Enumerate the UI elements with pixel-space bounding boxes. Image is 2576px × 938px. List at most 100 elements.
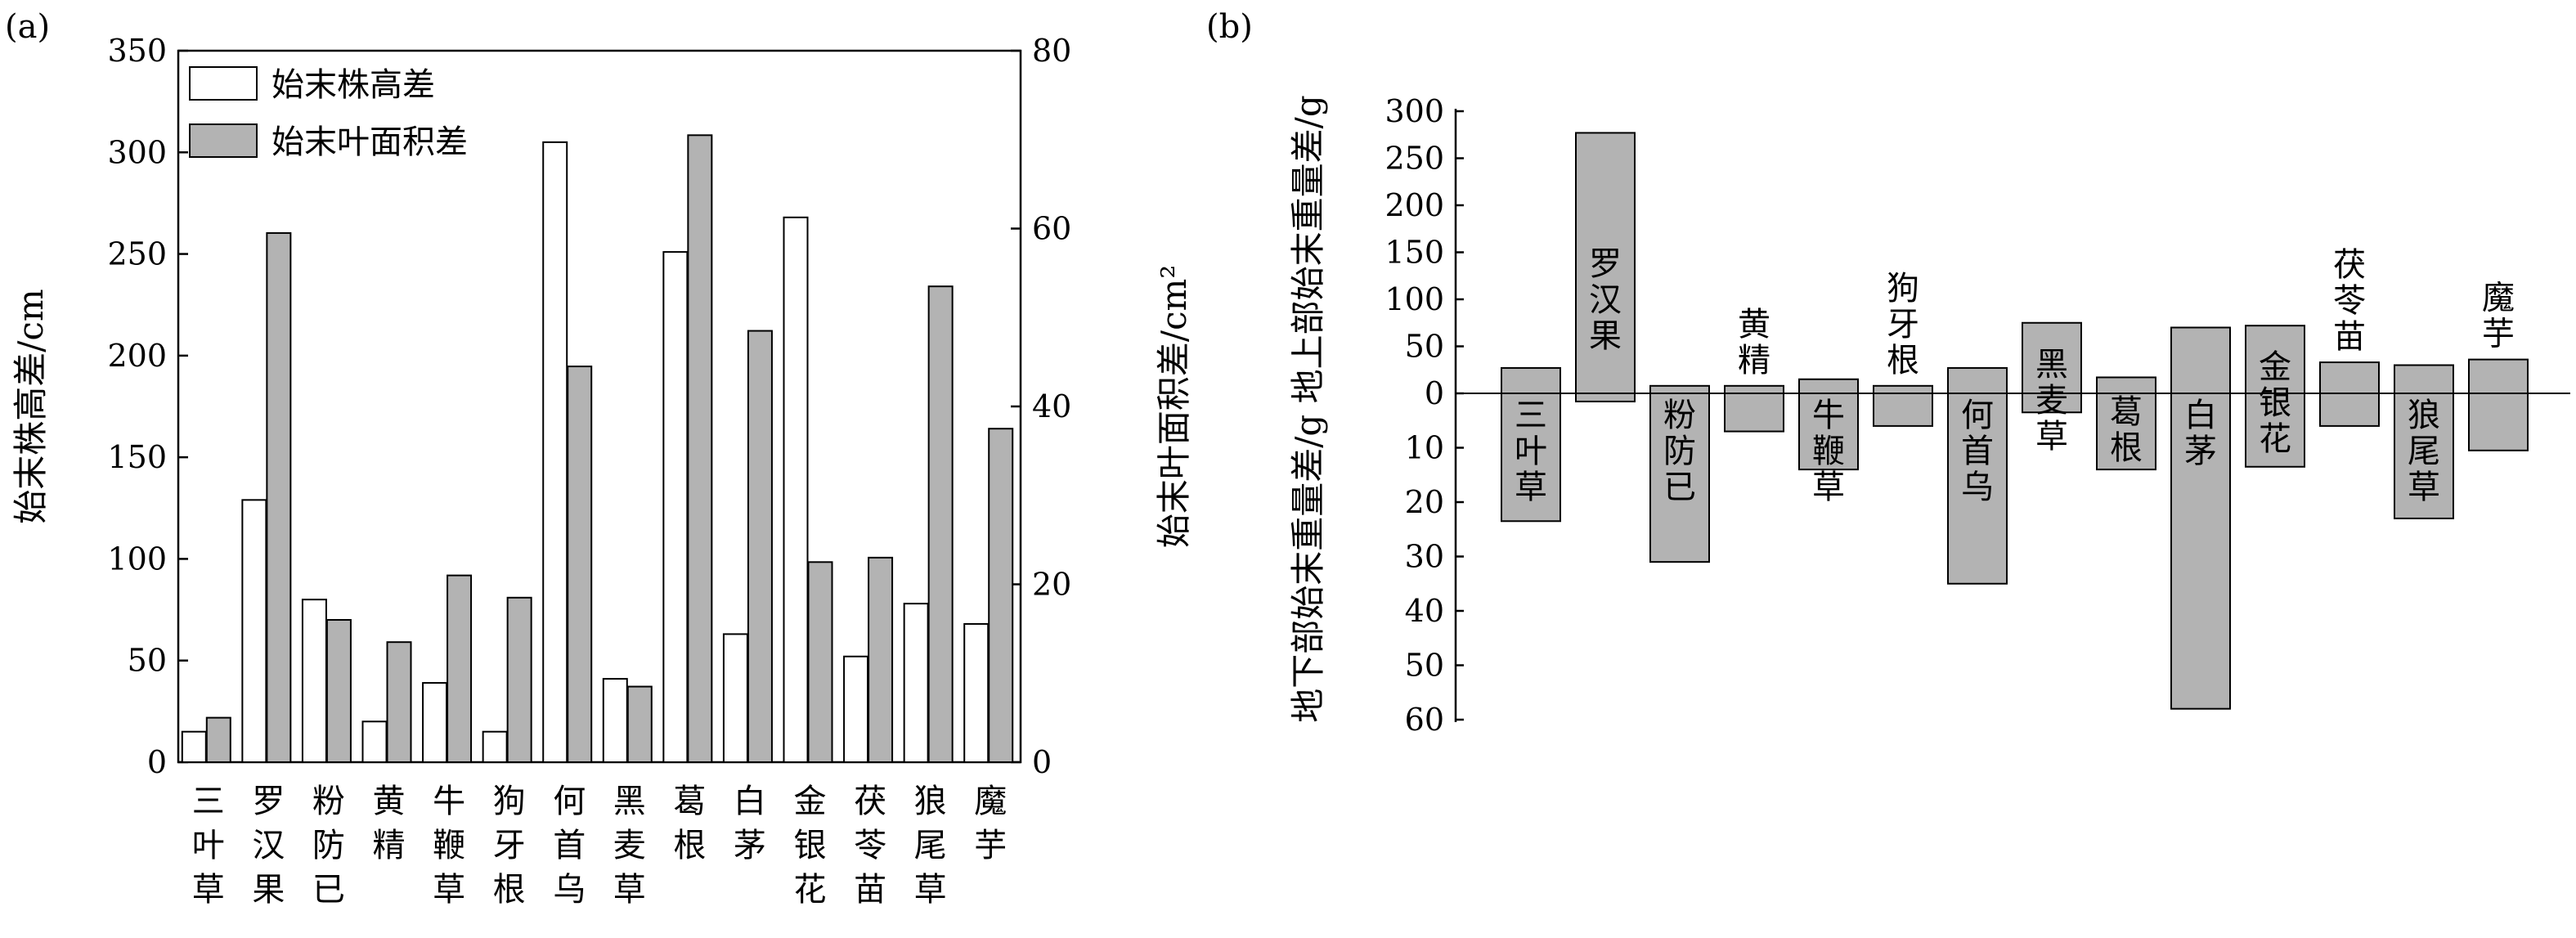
height-bar <box>783 216 809 764</box>
leaf-area-bar <box>807 561 833 763</box>
category-label: 叶 <box>192 827 225 864</box>
category-label: 草 <box>1812 469 1845 506</box>
right-tick-label: 80 <box>1032 33 1071 69</box>
category-label: 草 <box>914 871 947 909</box>
category-label: 白 <box>2184 397 2217 434</box>
weight-diff-bar <box>2245 325 2305 468</box>
category-label: 草 <box>433 871 465 909</box>
leaf-area-bar <box>266 231 292 763</box>
legend-label-leaf-area: 始末叶面积差 <box>272 123 468 161</box>
category-label: 草 <box>2035 418 2068 456</box>
category-label: 首 <box>553 827 586 864</box>
lower-tick-label: 10 <box>1405 430 1444 466</box>
category-label: 粉 <box>1663 397 1696 434</box>
category-label: 根 <box>673 827 706 864</box>
category-label: 银 <box>794 827 827 864</box>
category-label: 罗 <box>252 783 285 820</box>
category-label: 银 <box>2259 384 2291 422</box>
left-tick-label: 350 <box>107 33 167 69</box>
left-tick-label: 200 <box>107 338 167 374</box>
right-tick-label: 20 <box>1032 567 1071 603</box>
leaf-area-bar <box>927 285 954 763</box>
upper-tick-label: 250 <box>1384 141 1444 177</box>
panel-a: (a) 0 50 100 150 200 250 300 350 0 20 40 60 80 三叶草 罗… <box>5 8 1194 909</box>
leaf-area-bar <box>747 330 773 763</box>
category-label: 茯 <box>854 783 886 820</box>
category-label: 草 <box>192 871 225 909</box>
category-label: 首 <box>1961 433 1994 470</box>
category-label: 茯 <box>2333 246 2366 284</box>
category-label: 根 <box>2110 429 2143 467</box>
category-label: 白 <box>734 783 766 820</box>
upper-tick-label: 50 <box>1405 329 1444 365</box>
category-label: 根 <box>493 871 526 909</box>
category-label: 尾 <box>914 827 947 864</box>
category-label: 花 <box>794 871 827 909</box>
category-label: 粉 <box>312 783 345 820</box>
category-label: 汉 <box>252 827 285 864</box>
leaf-area-bar <box>626 685 653 763</box>
height-bar <box>602 678 628 763</box>
category-label: 苗 <box>2333 318 2366 356</box>
category-label: 芋 <box>2482 316 2515 353</box>
category-label: 芋 <box>974 827 1007 864</box>
category-label: 葛 <box>673 783 706 820</box>
left-tick-label: 150 <box>107 439 167 475</box>
leaf-area-bar <box>386 641 412 763</box>
panel-a-right-axis-title: 始末叶面积差/cm² <box>1154 265 1194 548</box>
weight-diff-bar <box>1649 384 1710 563</box>
left-tick-label: 0 <box>147 744 167 780</box>
lower-tick-label: 50 <box>1405 648 1444 684</box>
weight-diff-bar <box>1798 378 1859 471</box>
category-label: 麦 <box>2035 382 2068 420</box>
category-label: 三 <box>1515 397 1547 434</box>
category-label: 黑 <box>2035 346 2068 384</box>
category-label: 汉 <box>1589 281 1622 319</box>
category-label: 已 <box>312 871 345 909</box>
legend-swatch-leaf-area <box>189 123 258 158</box>
leaf-area-bar <box>325 619 352 763</box>
leaf-area-bar <box>868 556 894 763</box>
height-bar <box>241 499 267 763</box>
category-label: 狼 <box>914 783 947 820</box>
upper-tick-label: 0 <box>1425 375 1444 411</box>
category-label: 狗 <box>1887 270 1919 307</box>
category-label: 牛 <box>433 783 465 820</box>
legend-swatch-height <box>189 66 258 101</box>
category-label: 苗 <box>854 871 886 909</box>
weight-diff-bar <box>2170 326 2231 710</box>
category-label: 草 <box>1515 469 1547 506</box>
category-label: 果 <box>252 871 285 909</box>
lower-tick-label: 40 <box>1405 593 1444 629</box>
upper-tick-label: 200 <box>1384 187 1444 223</box>
category-label: 鞭 <box>433 827 465 864</box>
leaf-area-bar <box>506 596 532 763</box>
panel-b-y-axis-title: 地下部始末重量差/g 地上部始末重量差/g <box>1288 95 1328 722</box>
leaf-area-bar <box>687 134 713 763</box>
category-label: 茅 <box>2184 433 2217 470</box>
height-bar <box>542 141 568 764</box>
category-label: 黄 <box>373 783 406 820</box>
right-tick-label: 60 <box>1032 211 1071 247</box>
panel-a-legend: 始末株高差 始末叶面积差 <box>189 66 468 161</box>
upper-tick-label: 150 <box>1384 235 1444 271</box>
category-label: 乌 <box>553 871 586 909</box>
height-bar <box>662 251 689 764</box>
category-label: 叶 <box>1515 433 1547 470</box>
category-label: 牙 <box>1887 306 1919 343</box>
category-label: 狼 <box>2408 397 2440 434</box>
panel-a-left-axis: 0 50 100 150 200 250 300 350 <box>107 33 188 780</box>
panel-b-y-axis: 300 250 200 150 100 50 0 10 20 30 40 50 60 <box>1384 93 1464 738</box>
height-bar <box>482 730 508 764</box>
category-label: 麦 <box>613 827 646 864</box>
weight-diff-bar <box>1947 366 2008 585</box>
category-label: 黄 <box>1738 306 1770 343</box>
left-tick-label: 250 <box>107 236 167 272</box>
panel-a-label: (a) <box>5 8 50 46</box>
category-label: 魔 <box>2482 280 2515 317</box>
category-label: 苓 <box>2333 282 2366 320</box>
